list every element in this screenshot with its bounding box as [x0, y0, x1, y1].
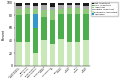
Bar	[58, 39, 64, 66]
Bar	[75, 3, 80, 5]
Bar	[66, 42, 72, 66]
Bar	[50, 3, 55, 7]
Bar	[75, 5, 80, 8]
Bar	[41, 17, 47, 40]
Bar	[58, 5, 64, 9]
Bar	[25, 5, 30, 8]
Y-axis label: Percent: Percent	[1, 29, 5, 40]
Bar	[83, 9, 89, 14]
Bar	[83, 14, 89, 40]
Bar	[33, 53, 38, 66]
Bar	[66, 14, 72, 42]
Bar	[41, 5, 47, 10]
Bar	[16, 3, 22, 6]
Legend: Not important, Very important, Important, Slightly important, Extremely importan: Not important, Very important, Important…	[91, 2, 118, 16]
Bar	[33, 14, 38, 28]
Bar	[25, 42, 30, 66]
Bar	[41, 3, 47, 5]
Bar	[83, 40, 89, 66]
Bar	[25, 8, 30, 14]
Bar	[16, 9, 22, 15]
Bar	[50, 7, 55, 10]
Bar	[83, 6, 89, 9]
Bar	[33, 6, 38, 9]
Bar	[50, 44, 55, 66]
Bar	[16, 15, 22, 42]
Bar	[66, 3, 72, 5]
Bar	[83, 3, 89, 6]
Bar	[58, 3, 64, 5]
Bar	[33, 9, 38, 14]
Bar	[16, 6, 22, 9]
Bar	[75, 8, 80, 14]
Bar	[50, 10, 55, 20]
Bar	[75, 14, 80, 42]
Bar	[66, 5, 72, 8]
Bar	[25, 3, 30, 5]
Bar	[66, 8, 72, 14]
Bar	[33, 28, 38, 53]
Bar	[41, 10, 47, 17]
Bar	[41, 40, 47, 66]
Bar	[33, 3, 38, 6]
Bar	[58, 9, 64, 14]
Bar	[25, 14, 30, 42]
Bar	[58, 14, 64, 39]
Bar	[16, 42, 22, 66]
Bar	[75, 42, 80, 66]
Bar	[50, 20, 55, 44]
